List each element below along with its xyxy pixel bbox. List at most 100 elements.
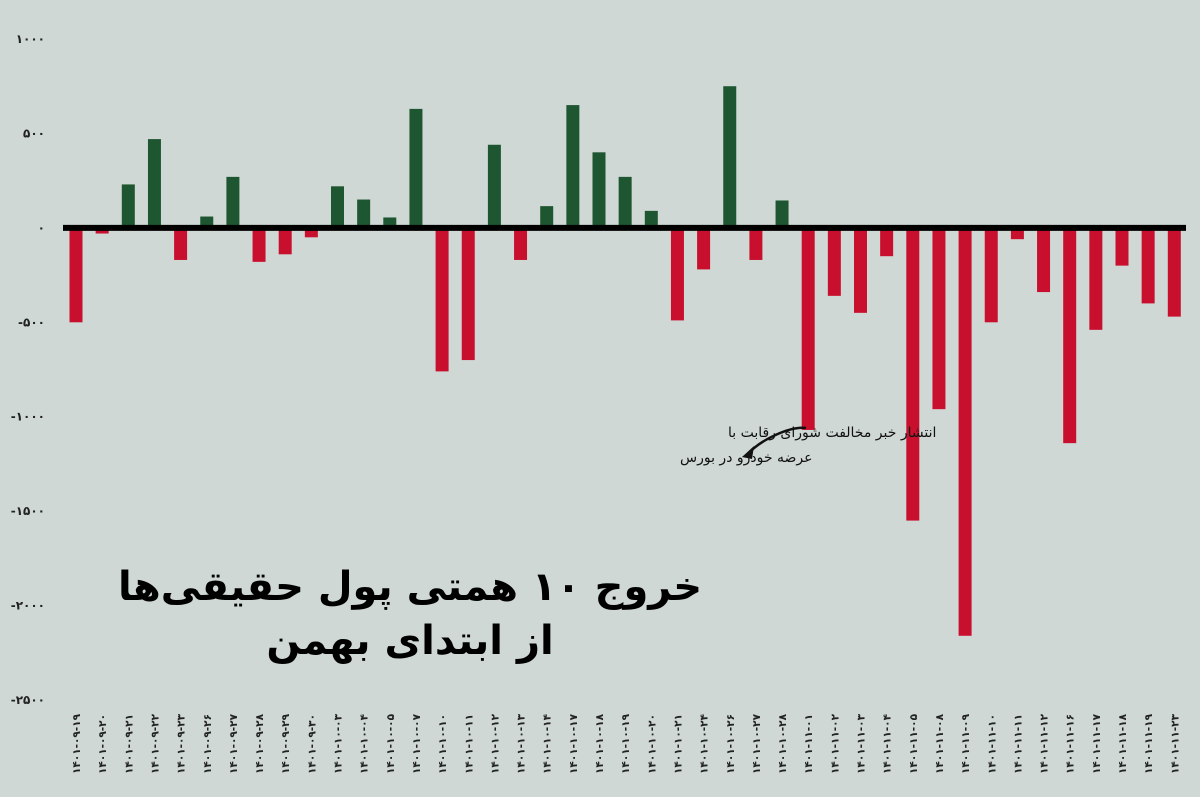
bar [69,227,83,323]
bar [984,227,998,323]
y-tick-label: -۱۰۰۰ [11,410,45,424]
x-tick-label: ۱۴۰۱-۰۹-۲۲ [149,713,161,774]
x-tick-label: ۱۴۰۱-۱۱-۰۲ [829,713,841,774]
bar [801,227,815,430]
y-tick-label: -۲۰۰۰ [11,599,45,613]
x-tick-label: ۱۴۰۱-۱۱-۱۸ [1117,713,1129,774]
bar [435,227,449,372]
x-tick-label: ۱۴۰۱-۱۰-۲۱ [672,714,684,774]
chart-title: خروج ۱۰ همتی پول حقیقی‌ها از ابتدای بهمن [110,560,710,668]
x-tick-label: ۱۴۰۱-۱۱-۰۵ [908,713,920,774]
bar [540,206,554,228]
y-tick-label: -۲۵۰۰ [11,693,45,707]
x-tick-label: ۱۴۰۱-۱۱-۱۲ [1039,713,1051,774]
x-tick-label: ۱۴۰۱-۱۱-۲۳ [1169,713,1181,774]
bars [69,86,1181,636]
x-tick-label: ۱۴۰۱-۰۹-۲۰ [97,714,109,774]
x-tick-label: ۱۴۰۱-۱۱-۰۹ [960,713,972,774]
x-tick-label: ۱۴۰۱-۱۰-۱۹ [620,713,632,774]
x-tick-label: ۱۴۰۱-۱۱-۰۱ [803,714,815,774]
bar [383,217,397,228]
chart-title-line-1: خروج ۱۰ همتی پول حقیقی‌ها [117,564,703,610]
annotation-arrowhead-icon [742,446,754,459]
x-tick-label: ۱۴۰۱-۱۰-۲۷ [751,713,763,774]
bar [514,227,528,260]
x-tick-label: ۱۴۰۱-۱۰-۱۰ [437,714,449,774]
x-tick-label: ۱۴۰۱-۱۰-۰۷ [411,713,423,774]
annotation-line-1: انتشار خبر مخالفت شورای رقابت با [728,425,936,441]
bar [723,86,737,228]
x-tick-label: ۱۴۰۱-۱۱-۱۶ [1065,714,1077,774]
bar [487,144,501,228]
bar [200,216,214,228]
x-tick-label: ۱۴۰۱-۱۱-۰۳ [856,713,868,774]
x-tick-label: ۱۴۰۱-۱۰-۱۷ [568,713,580,774]
bar [592,152,606,228]
x-tick-label: ۱۴۰۱-۱۰-۱۸ [594,713,606,774]
bar [1089,227,1103,330]
x-tick-label: ۱۴۰۱-۰۹-۲۸ [254,713,266,774]
bar [618,176,632,228]
x-tick-label: ۱۴۰۱-۱۰-۲۶ [725,714,737,774]
bar [357,199,371,228]
x-tick-label: ۱۴۰۱-۱۱-۰۸ [934,713,946,774]
x-tick-label: ۱۴۰۱-۱۰-۱۳ [516,713,528,774]
x-tick-label: ۱۴۰۱-۰۹-۱۹ [71,713,83,774]
y-tick-label: ۱۰۰۰ [16,32,45,46]
bar [409,108,423,228]
y-tick-label: ۵۰۰ [23,126,45,140]
x-tick-label: ۱۴۰۱-۰۹-۲۹ [280,713,292,774]
x-tick-label: ۱۴۰۱-۱۰-۲۸ [777,713,789,774]
bar [1115,227,1129,266]
bar [775,200,789,228]
bar [1063,227,1077,444]
bar [121,184,135,228]
bar [278,227,292,255]
x-tick-label: ۱۴۰۱-۱۱-۱۹ [1143,713,1155,774]
x-tick-label: ۱۴۰۱-۱۰-۲۰ [646,714,658,774]
x-tick-label: ۱۴۰۱-۰۹-۳۰ [306,714,318,774]
x-tick-label: ۱۴۰۱-۱۰-۱۲ [489,713,501,774]
x-tick-label: ۱۴۰۱-۰۹-۲۱ [123,714,135,774]
bar [304,227,318,238]
bar [226,176,240,228]
x-tick-label: ۱۴۰۱-۱۰-۲۴ [699,713,711,774]
bar [697,227,711,270]
x-tick-label: ۱۴۰۱-۱۰-۰۵ [385,713,397,774]
x-tick-label: ۱۴۰۱-۱۱-۱۱ [1012,714,1024,774]
bar [906,227,920,521]
bar [1167,227,1181,317]
x-tick-label: ۱۴۰۱-۱۰-۱۱ [463,714,475,774]
y-axis: ۱۰۰۰ ۵۰۰ ۰ -۵۰۰ -۱۰۰۰ -۱۵۰۰ -۲۰۰۰ -۲۵۰۰ [11,32,45,707]
bar [880,227,894,257]
bar [174,227,188,260]
x-tick-label: ۱۴۰۱-۱۰-۰۳ [333,713,345,774]
bar [1037,227,1051,293]
bar [932,227,946,410]
x-tick-label: ۱۴۰۱-۱۰-۱۴ [542,713,554,774]
x-axis: ۱۴۰۱-۰۹-۱۹ ۱۴۰۱-۰۹-۲۰ ۱۴۰۱-۰۹-۲۱ ۱۴۰۱-۰۹-۲۲… [71,713,1181,774]
x-tick-label: ۱۴۰۱-۱۱-۰۴ [882,713,894,774]
annotation: انتشار خبر مخالفت شورای رقابت با عرضه خو… [680,425,936,466]
chart-title-line-2: از ابتدای بهمن [266,618,554,664]
bar [670,227,684,321]
x-tick-label: ۱۴۰۱-۰۹-۲۷ [228,713,240,774]
bar [331,186,344,228]
x-tick-label: ۱۴۰۱-۱۱-۱۰ [986,714,998,774]
annotation-line-2: عرضه خودرو در بورس [680,450,812,466]
bar [147,139,161,228]
bar [1141,227,1155,304]
y-tick-label: -۱۵۰۰ [11,504,45,518]
x-tick-label: ۱۴۰۱-۱۱-۱۷ [1091,713,1103,774]
bar [854,227,867,313]
x-tick-label: ۱۴۰۱-۰۹-۲۳ [176,713,188,774]
bar [566,105,580,228]
y-tick-label: -۵۰۰ [18,315,45,329]
x-tick-label: ۱۴۰۱-۰۹-۲۶ [202,714,214,774]
bar [644,210,658,228]
bar [958,227,972,636]
y-tick-label: ۰ [38,221,45,235]
x-tick-label: ۱۴۰۱-۱۰-۰۴ [359,713,371,774]
bar [252,227,266,262]
